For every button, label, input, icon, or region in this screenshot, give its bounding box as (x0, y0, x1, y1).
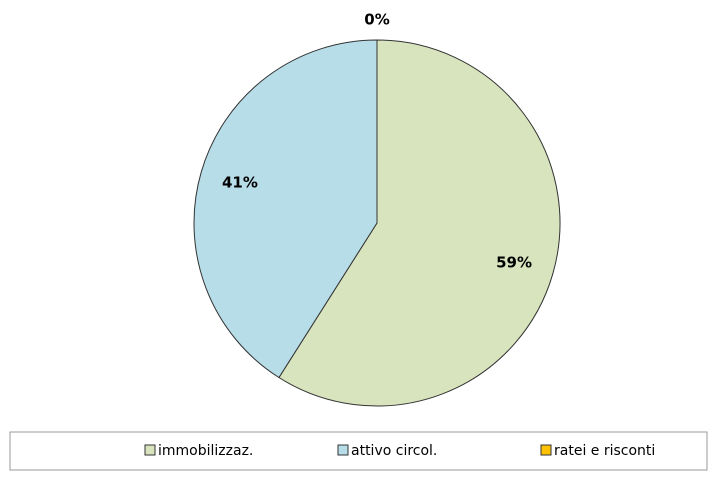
data-label: 59% (496, 253, 532, 271)
data-label: 41% (222, 174, 258, 192)
pie-slice (278, 39, 561, 407)
legend-label: attivo circol. (351, 443, 437, 459)
legend-label: ratei e risconti (554, 443, 655, 459)
legend-swatch (144, 444, 156, 456)
legend-swatch (337, 444, 349, 456)
legend-box (9, 431, 708, 471)
legend-swatch (540, 444, 552, 456)
data-label: 0% (364, 10, 389, 28)
pie-slice (193, 39, 378, 379)
legend-label: immobilizzaz. (158, 443, 253, 459)
